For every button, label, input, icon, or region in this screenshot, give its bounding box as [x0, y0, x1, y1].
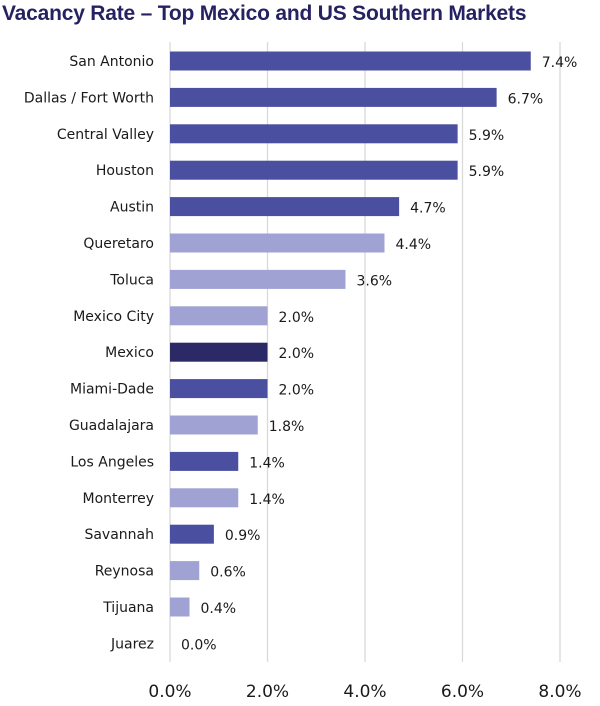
value-label: 0.4% [201, 601, 237, 617]
category-label: Toluca [109, 272, 154, 288]
bar [170, 160, 458, 180]
category-label: Mexico [105, 345, 154, 361]
x-tick-label: 4.0% [343, 682, 386, 702]
value-label: 2.0% [279, 383, 315, 399]
value-label: 2.0% [279, 310, 315, 326]
chart-title: Vacancy Rate – Top Mexico and US Souther… [2, 2, 527, 25]
category-label: Miami-Dade [70, 382, 154, 398]
category-labels: San Antonio Dallas / Fort Worth Central Va… [24, 54, 154, 652]
bar [170, 415, 258, 435]
value-label: 1.8% [269, 419, 305, 435]
value-label: 1.4% [249, 492, 285, 508]
value-label: 6.7% [508, 91, 544, 107]
x-tick-label: 0.0% [148, 682, 191, 702]
bar [170, 87, 497, 107]
value-label: 7.4% [542, 55, 578, 71]
category-label: Monterrey [83, 491, 154, 507]
category-label: Tijuana [102, 600, 154, 616]
bar [170, 488, 239, 508]
bar [170, 269, 346, 289]
value-label: 4.7% [410, 201, 446, 217]
value-label: 1.4% [249, 455, 285, 471]
bar [170, 306, 268, 326]
value-label: 0.6% [210, 565, 246, 581]
category-label: Guadalajara [69, 418, 154, 434]
category-label: Queretaro [83, 236, 154, 252]
bar [170, 379, 268, 399]
bar [170, 124, 458, 144]
bar [170, 597, 190, 617]
value-label: 4.4% [396, 237, 432, 253]
bar [170, 197, 400, 217]
value-label: 3.6% [357, 273, 393, 289]
x-tick-label: 6.0% [441, 682, 484, 702]
bar [170, 342, 268, 362]
value-label: 0.9% [225, 528, 261, 544]
value-label: 2.0% [279, 346, 315, 362]
bar [170, 561, 200, 581]
value-labels: 7.4% 6.7% 5.9% 5.9% 4.7% 4.4% 3.6% 2.0% 2.0% 2.0%… [181, 55, 577, 653]
value-label: 0.0% [181, 637, 217, 653]
x-axis-tick-labels: 0.0% 2.0% 4.0% 6.0% 8.0% [148, 682, 581, 702]
bars [170, 51, 531, 617]
category-label: Reynosa [95, 564, 154, 580]
x-tick-label: 2.0% [246, 682, 289, 702]
x-tick-label: 8.0% [538, 682, 581, 702]
bar [170, 233, 385, 253]
bar [170, 51, 531, 71]
category-label: Austin [110, 200, 154, 216]
category-label: Houston [96, 163, 154, 179]
category-label: Dallas / Fort Worth [24, 90, 154, 106]
category-label: Savannah [84, 527, 154, 543]
value-label: 5.9% [469, 164, 505, 180]
category-label: Juarez [110, 636, 154, 652]
category-label: Mexico City [73, 309, 154, 325]
bar [170, 451, 239, 471]
category-label: Central Valley [57, 127, 154, 143]
category-label: Los Angeles [70, 454, 154, 470]
value-label: 5.9% [469, 128, 505, 144]
category-label: San Antonio [69, 54, 154, 70]
bar [170, 524, 214, 544]
